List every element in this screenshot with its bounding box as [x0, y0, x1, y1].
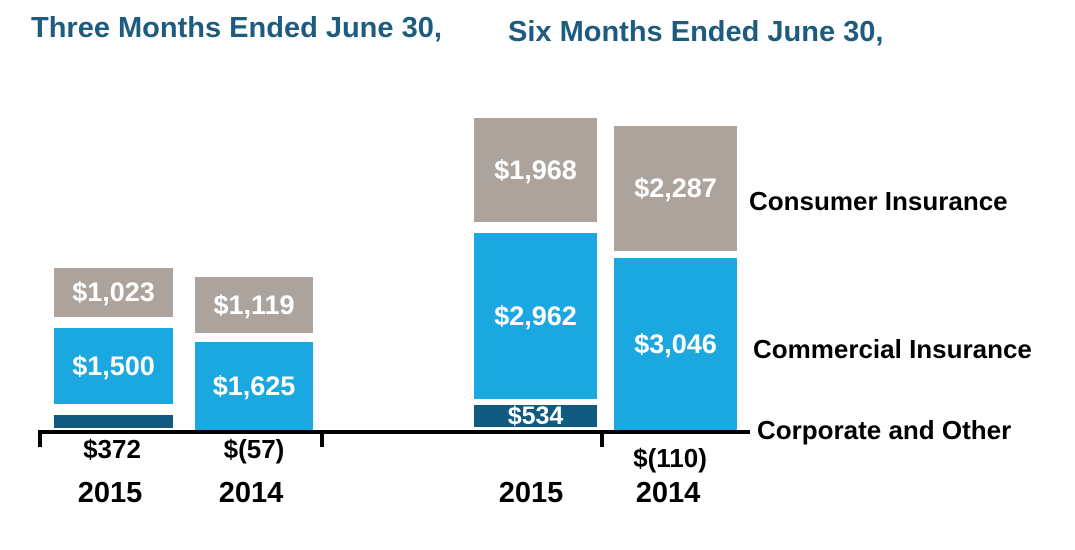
bar-value-label: $1,625 [212, 370, 296, 401]
legend-corporate-and-other: Corporate and Other [757, 415, 1012, 445]
legend-consumer-insurance: Consumer Insurance [749, 186, 1008, 216]
bar-segment-consumer-3m-2015: $1,023 [54, 268, 173, 317]
bar-value-label: $3,046 [634, 328, 717, 359]
chart-title-three-months: Three Months Ended June 30, [31, 12, 442, 44]
bar-value-label: $1,500 [72, 350, 155, 381]
category-label-6m-2015: 2015 [498, 477, 564, 509]
bar-value-label: $1,968 [494, 154, 577, 185]
legend-commercial-insurance: Commercial Insurance [753, 334, 1032, 364]
x-axis-line [38, 430, 750, 434]
corporate-value-3m-2015: $372 [83, 434, 141, 464]
bar-value-label: $2,962 [494, 300, 577, 331]
bar-segment-consumer-6m-2014: $2,287 [614, 126, 737, 251]
bar-value-label: $534 [507, 401, 564, 430]
bar-segment-consumer-6m-2015: $1,968 [474, 118, 597, 222]
axis-tick-right [600, 430, 604, 447]
bar-segment-commercial-3m-2014: $1,625 [195, 342, 313, 430]
bar-segment-consumer-3m-2014: $1,119 [195, 277, 313, 333]
category-label-3m-2014: 2014 [218, 477, 284, 509]
bar-value-label: $1,119 [213, 289, 295, 320]
bar-value-label: $2,287 [634, 173, 717, 203]
bar-segment-corporate-6m-2015: $534 [474, 402, 597, 430]
bar-segment-corporate-3m-2015 [54, 415, 173, 428]
category-label-3m-2015: 2015 [77, 477, 143, 509]
axis-tick-middle [320, 430, 324, 447]
category-label-6m-2014: 2014 [635, 477, 701, 509]
bar-segment-commercial-3m-2015: $1,500 [54, 328, 173, 404]
bar-segment-commercial-6m-2014: $3,046 [614, 258, 737, 430]
corporate-value-3m-2014: $(57) [223, 434, 285, 464]
bar-value-label: $1,023 [72, 277, 155, 307]
corporate-value-6m-2014: $(110) [633, 443, 707, 473]
chart-title-six-months: Six Months Ended June 30, [508, 16, 884, 48]
axis-tick-left [38, 430, 42, 447]
bar-segment-commercial-6m-2015: $2,962 [474, 233, 597, 399]
